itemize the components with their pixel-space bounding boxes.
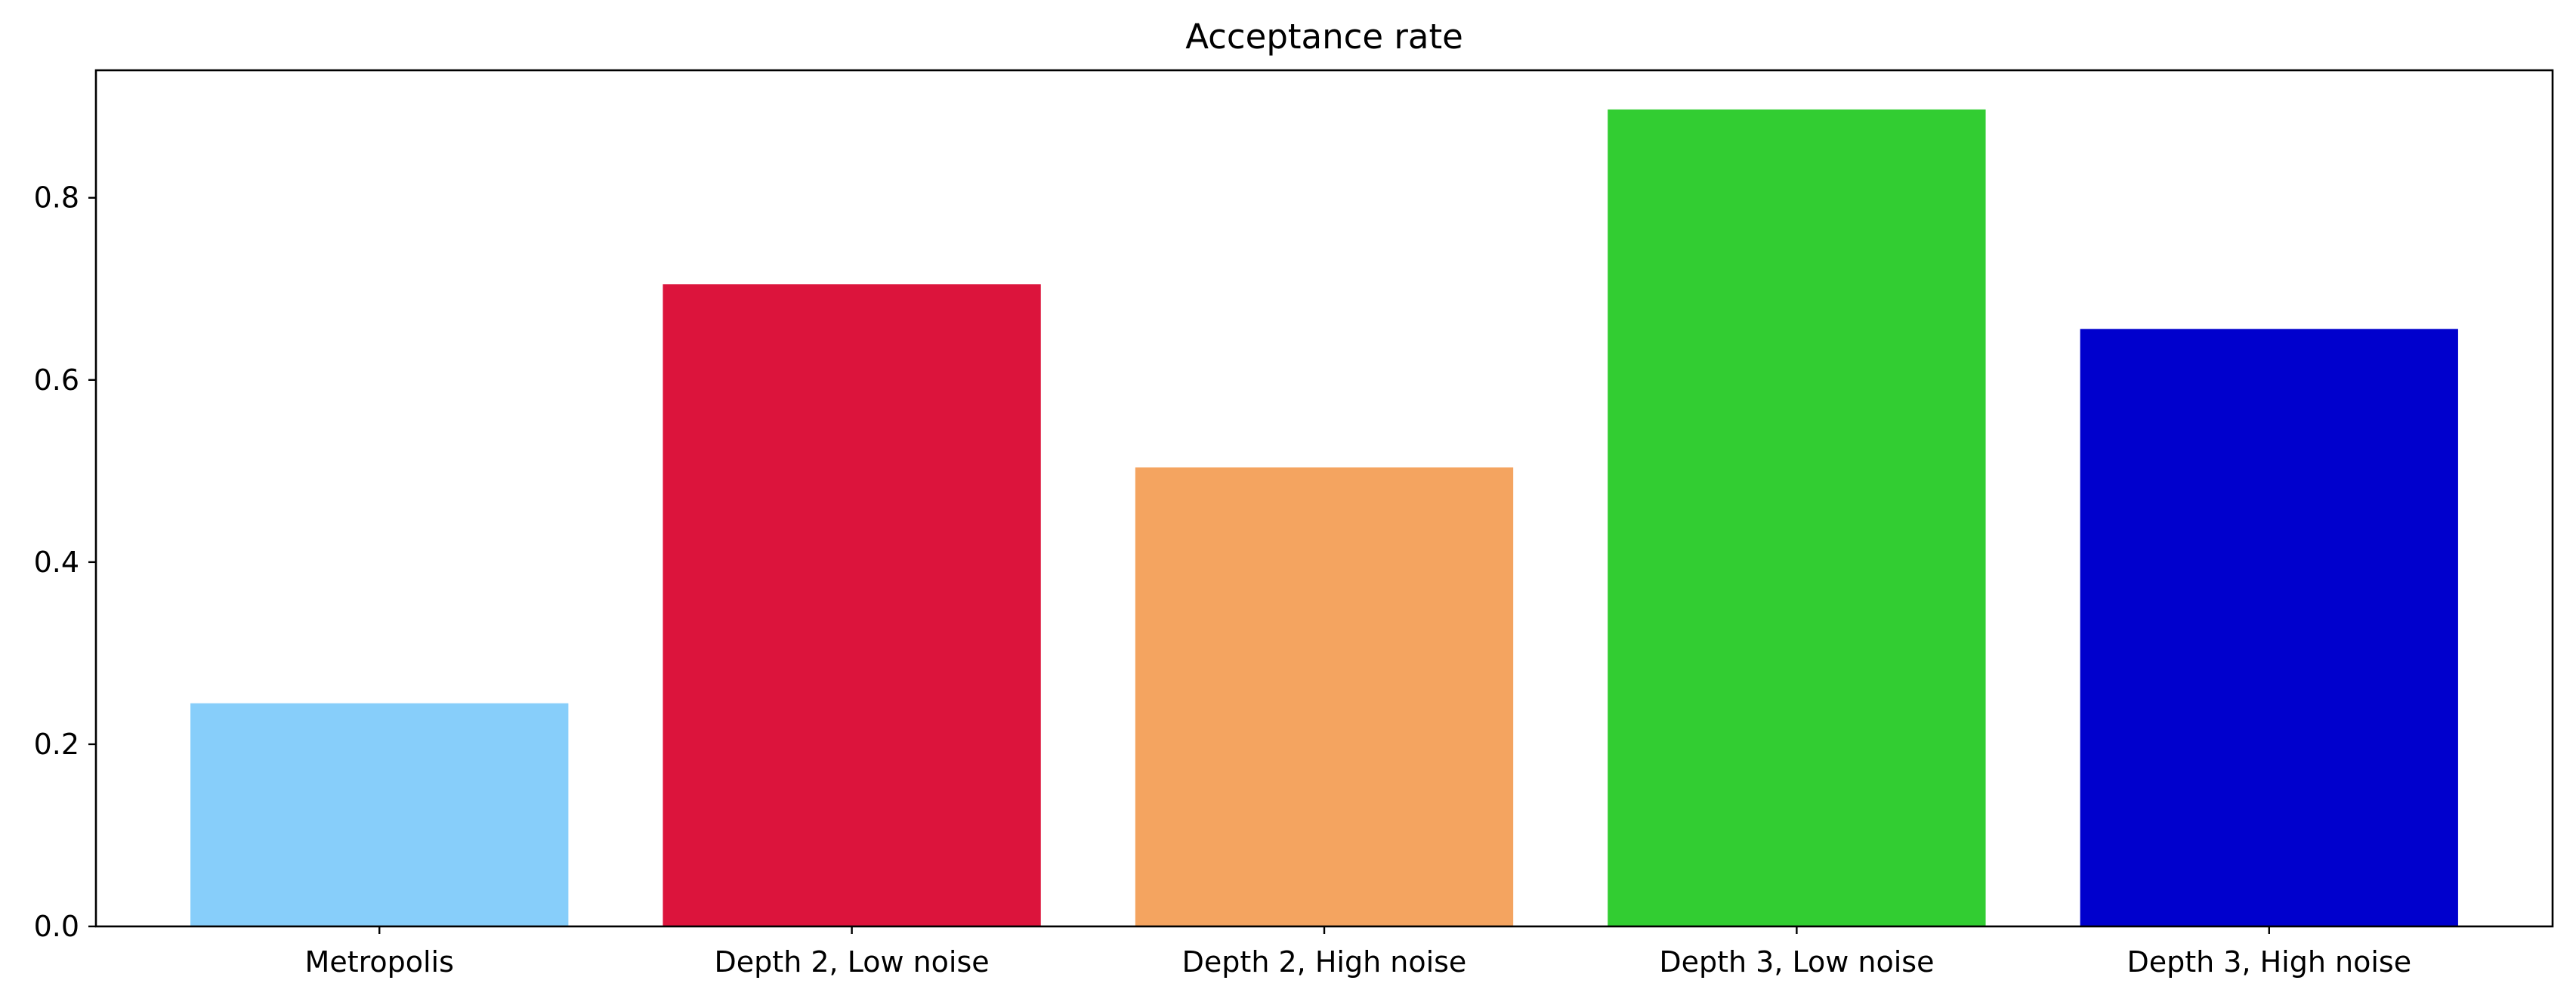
y-tick-label: 0.2 bbox=[34, 728, 79, 761]
bar-0 bbox=[190, 703, 569, 926]
x-tick-label: Depth 3, Low noise bbox=[1659, 945, 1934, 979]
chart-title: Acceptance rate bbox=[1185, 17, 1463, 57]
bar-3 bbox=[1608, 109, 1986, 926]
x-tick-label: Depth 2, High noise bbox=[1182, 945, 1467, 979]
x-axis: Metropolis Depth 2, Low noise Depth 2, Hig… bbox=[305, 926, 2411, 979]
y-tick-label: 0.4 bbox=[34, 546, 79, 579]
x-tick-label: Metropolis bbox=[305, 945, 454, 979]
plot-frame bbox=[94, 69, 2554, 928]
bar-2 bbox=[1135, 467, 1514, 926]
y-tick-label: 0.8 bbox=[34, 181, 79, 215]
y-axis: 0.0 0.2 0.4 0.6 0.8 bbox=[34, 181, 96, 943]
y-tick-label: 0.0 bbox=[34, 910, 79, 943]
bar-1 bbox=[663, 284, 1041, 926]
x-tick-label: Depth 2, Low noise bbox=[715, 945, 990, 979]
y-tick-label: 0.6 bbox=[34, 363, 79, 397]
bar-4 bbox=[2080, 329, 2458, 926]
x-tick-label: Depth 3, High noise bbox=[2127, 945, 2411, 979]
bars-layer bbox=[190, 109, 2458, 926]
